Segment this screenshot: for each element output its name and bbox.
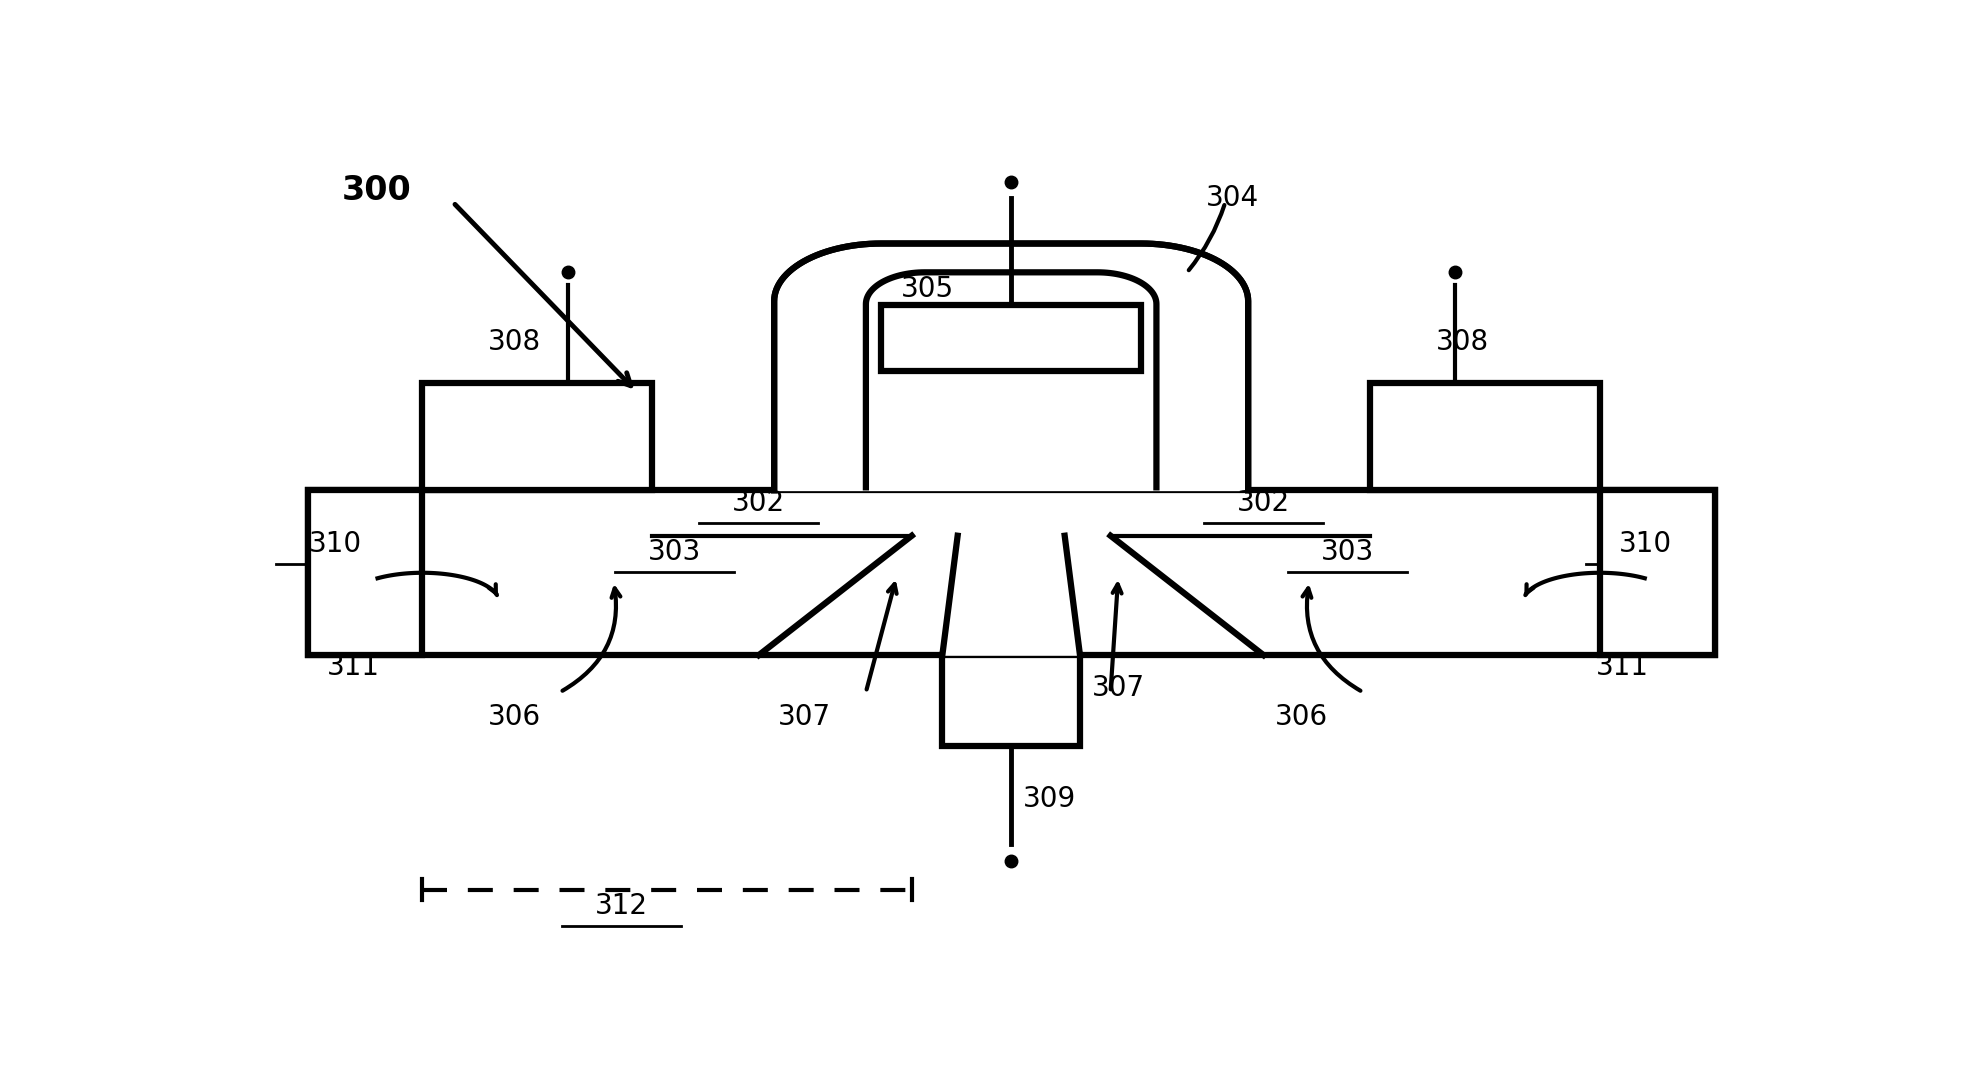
Text: 302: 302 <box>1237 489 1290 516</box>
Text: 309: 309 <box>1022 785 1075 814</box>
Polygon shape <box>773 244 1249 491</box>
Text: 307: 307 <box>777 702 831 731</box>
Text: 312: 312 <box>594 893 647 920</box>
Bar <box>1371 384 1600 491</box>
Text: 307: 307 <box>1091 675 1144 702</box>
Bar <box>943 655 1079 746</box>
Bar <box>882 306 1140 371</box>
Text: 303: 303 <box>1322 538 1373 567</box>
Text: 305: 305 <box>900 275 953 303</box>
Bar <box>1600 491 1715 655</box>
Text: 310: 310 <box>1620 530 1673 558</box>
Text: 304: 304 <box>1206 184 1259 213</box>
Bar <box>308 491 422 655</box>
Polygon shape <box>943 536 1079 655</box>
Text: 301: 301 <box>985 555 1038 583</box>
Text: 310: 310 <box>308 530 361 558</box>
Text: 300: 300 <box>341 173 412 206</box>
Text: 311: 311 <box>328 653 381 681</box>
Text: 303: 303 <box>649 538 700 567</box>
Text: 306: 306 <box>487 702 541 731</box>
Text: 302: 302 <box>732 489 785 516</box>
Bar <box>308 491 1715 655</box>
Text: 308: 308 <box>487 328 541 356</box>
Bar <box>422 384 651 491</box>
Text: 306: 306 <box>1275 702 1328 731</box>
Text: 311: 311 <box>1596 653 1649 681</box>
Text: 308: 308 <box>1436 328 1490 356</box>
